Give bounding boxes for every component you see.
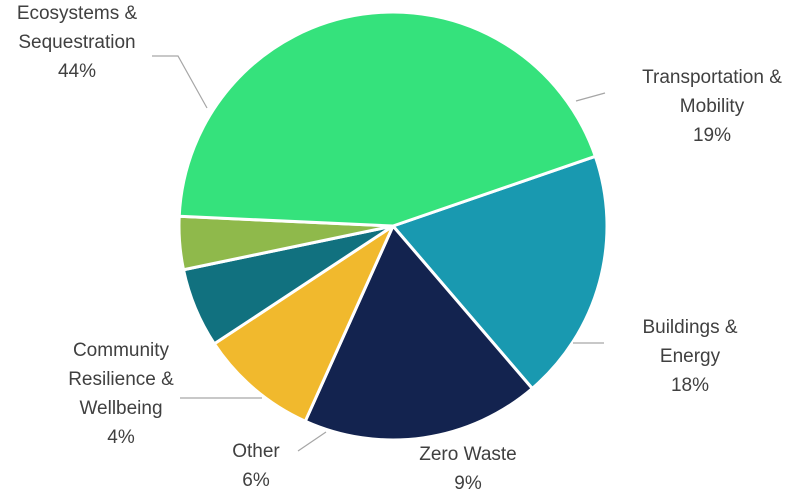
slice-label-transportation-mobility: Transportation & Mobility 19%	[642, 67, 782, 146]
slice-value-label: 4%	[107, 427, 135, 448]
slice-name-line: Wellbeing	[79, 398, 162, 419]
slice-name-line: Resilience &	[68, 369, 174, 390]
slice-value-label: 19%	[693, 125, 731, 146]
slice-value-label: 9%	[454, 473, 482, 494]
slice-label-community-resilience-wellbeing: Community Resilience & Wellbeing 4%	[68, 340, 174, 448]
pie-slice-zero-waste	[212, 224, 395, 423]
slice-label-zero-waste: Zero Waste 9%	[419, 444, 517, 494]
slice-name-line: Transportation &	[642, 67, 782, 88]
slice-name-line: Ecosystems &	[17, 3, 138, 24]
slice-label-other: Other 6%	[232, 441, 280, 491]
slice-name-line: Other	[232, 441, 280, 462]
leader-lines	[152, 55, 606, 452]
pie-slice-buildings-energy	[303, 224, 534, 442]
slice-name-line: Buildings &	[642, 317, 737, 338]
slice-value-label: 44%	[58, 61, 96, 82]
pie-slice-transportation-mobility	[391, 154, 609, 390]
slice-name-line: Community	[73, 340, 170, 361]
slice-label-ecosystems-sequestration: Ecosystems & Sequestration 44%	[17, 3, 138, 82]
pie-slices	[177, 10, 609, 442]
slice-labels: Transportation & Mobility 19% Buildings & En…	[17, 3, 782, 494]
leader-line-transportation-mobility	[575, 92, 606, 102]
pie-slice-ecosystems-sequestration	[177, 10, 597, 228]
slice-label-buildings-energy: Buildings & Energy 18%	[642, 317, 737, 396]
slice-value-label: 6%	[242, 470, 270, 491]
leader-line-ecosystems-sequestration	[152, 55, 208, 109]
slice-name-line: Energy	[660, 346, 721, 367]
slice-name-line: Zero Waste	[419, 444, 517, 465]
slice-name-line: Mobility	[680, 96, 745, 117]
slice-name-line: Sequestration	[18, 32, 135, 53]
slice-value-label: 18%	[671, 375, 709, 396]
leader-line-other	[297, 431, 327, 452]
